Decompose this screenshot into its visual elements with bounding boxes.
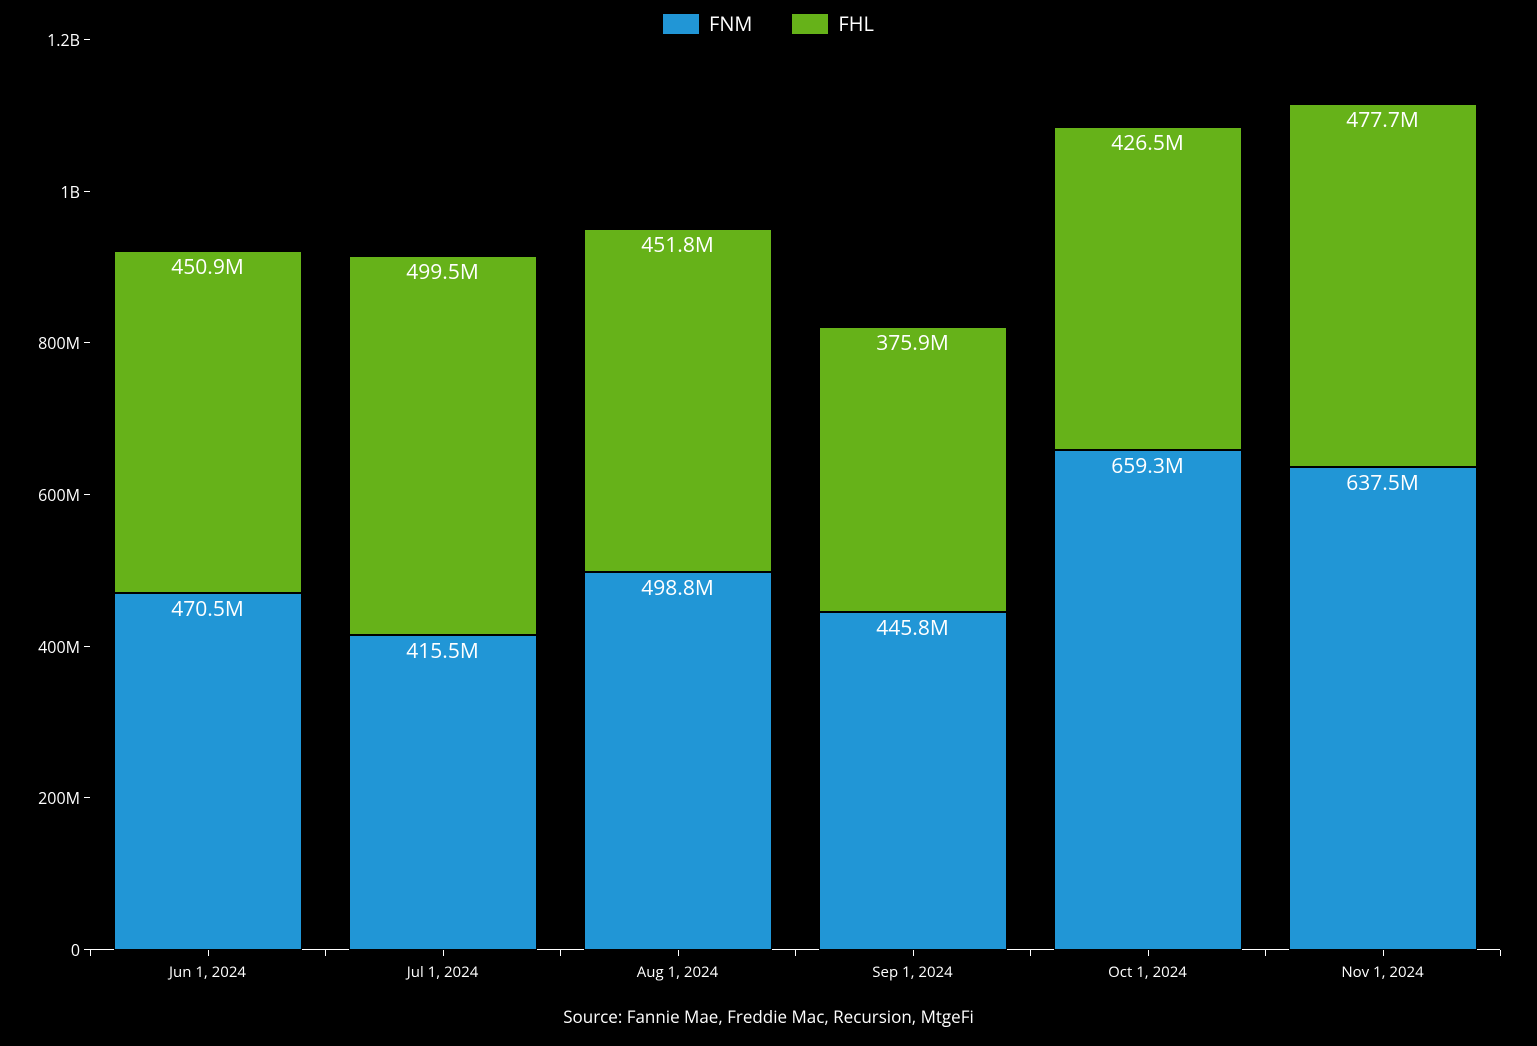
legend-label-fnm: FNM bbox=[709, 10, 752, 37]
bar-group: 445.8M 375.9M bbox=[819, 40, 1007, 950]
y-tick bbox=[84, 191, 90, 192]
x-axis-label: Oct 1, 2024 bbox=[1108, 950, 1187, 982]
legend-item-fhl: FHL bbox=[792, 10, 874, 37]
bar-segment-fnm bbox=[584, 572, 772, 950]
bar-data-label: 451.8M bbox=[584, 231, 772, 259]
bar-segment-fhl bbox=[114, 251, 302, 593]
bar-segment-fnm bbox=[819, 612, 1007, 950]
bar-data-label: 470.5M bbox=[114, 595, 302, 623]
bar-data-label: 450.9M bbox=[114, 253, 302, 281]
source-text: Source: Fannie Mae, Freddie Mac, Recursi… bbox=[0, 1005, 1537, 1028]
bar-group: 637.5M 477.7M bbox=[1289, 40, 1477, 950]
bar-data-label: 498.8M bbox=[584, 574, 772, 602]
bar-data-label: 415.5M bbox=[349, 637, 537, 665]
x-tick bbox=[325, 950, 326, 956]
y-axis-label: 1.2B bbox=[47, 29, 90, 51]
bar-data-label: 375.9M bbox=[819, 329, 1007, 357]
bar-segment-fnm bbox=[1289, 467, 1477, 950]
bar-data-label: 426.5M bbox=[1054, 129, 1242, 157]
y-axis-label: 600M bbox=[38, 484, 90, 506]
y-tick bbox=[84, 797, 90, 798]
x-tick bbox=[560, 950, 561, 956]
chart-container: FNM FHL 0 200M 400M 600M 800M 1B 1.2B 470.5M 450… bbox=[0, 0, 1537, 1046]
x-tick bbox=[1030, 950, 1031, 956]
bar-segment-fhl bbox=[1289, 104, 1477, 466]
legend-label-fhl: FHL bbox=[838, 10, 874, 37]
bar-segment-fnm bbox=[114, 593, 302, 950]
y-tick bbox=[84, 39, 90, 40]
bar-data-label: 659.3M bbox=[1054, 452, 1242, 480]
x-tick bbox=[1265, 950, 1266, 956]
bar-data-label: 637.5M bbox=[1289, 469, 1477, 497]
y-axis-label: 400M bbox=[38, 636, 90, 658]
bar-segment-fnm bbox=[349, 635, 537, 950]
x-axis-label: Jun 1, 2024 bbox=[169, 950, 246, 982]
y-axis-label: 1B bbox=[61, 181, 90, 203]
legend-item-fnm: FNM bbox=[663, 10, 752, 37]
bar-group: 415.5M 499.5M bbox=[349, 40, 537, 950]
y-axis-label: 200M bbox=[38, 787, 90, 809]
bar-group: 659.3M 426.5M bbox=[1054, 40, 1242, 950]
bar-data-label: 499.5M bbox=[349, 258, 537, 286]
x-axis-label: Sep 1, 2024 bbox=[872, 950, 952, 982]
y-axis-label: 800M bbox=[38, 332, 90, 354]
bar-segment-fhl bbox=[819, 327, 1007, 612]
plot-area: 0200M400M600M800M1B1.2B470.5M450.9MJun 1… bbox=[90, 40, 1500, 950]
y-tick bbox=[84, 646, 90, 647]
bar-group: 498.8M 451.8M bbox=[584, 40, 772, 950]
x-axis-label: Aug 1, 2024 bbox=[637, 950, 718, 982]
bar-group: 470.5M 450.9M bbox=[114, 40, 302, 950]
y-tick bbox=[84, 342, 90, 343]
y-tick bbox=[84, 494, 90, 495]
y-axis-label: 0 bbox=[71, 939, 90, 961]
legend-swatch-fhl bbox=[792, 14, 828, 34]
bar-data-label: 477.7M bbox=[1289, 106, 1477, 134]
legend: FNM FHL bbox=[0, 10, 1537, 37]
legend-swatch-fnm bbox=[663, 14, 699, 34]
x-axis-label: Jul 1, 2024 bbox=[407, 950, 479, 982]
bar-segment-fnm bbox=[1054, 450, 1242, 950]
x-tick bbox=[90, 950, 91, 956]
x-tick bbox=[795, 950, 796, 956]
bar-segment-fhl bbox=[584, 229, 772, 572]
bar-segment-fhl bbox=[1054, 127, 1242, 450]
x-axis-label: Nov 1, 2024 bbox=[1341, 950, 1423, 982]
bar-segment-fhl bbox=[349, 256, 537, 635]
x-tick bbox=[1500, 950, 1501, 956]
bar-data-label: 445.8M bbox=[819, 614, 1007, 642]
